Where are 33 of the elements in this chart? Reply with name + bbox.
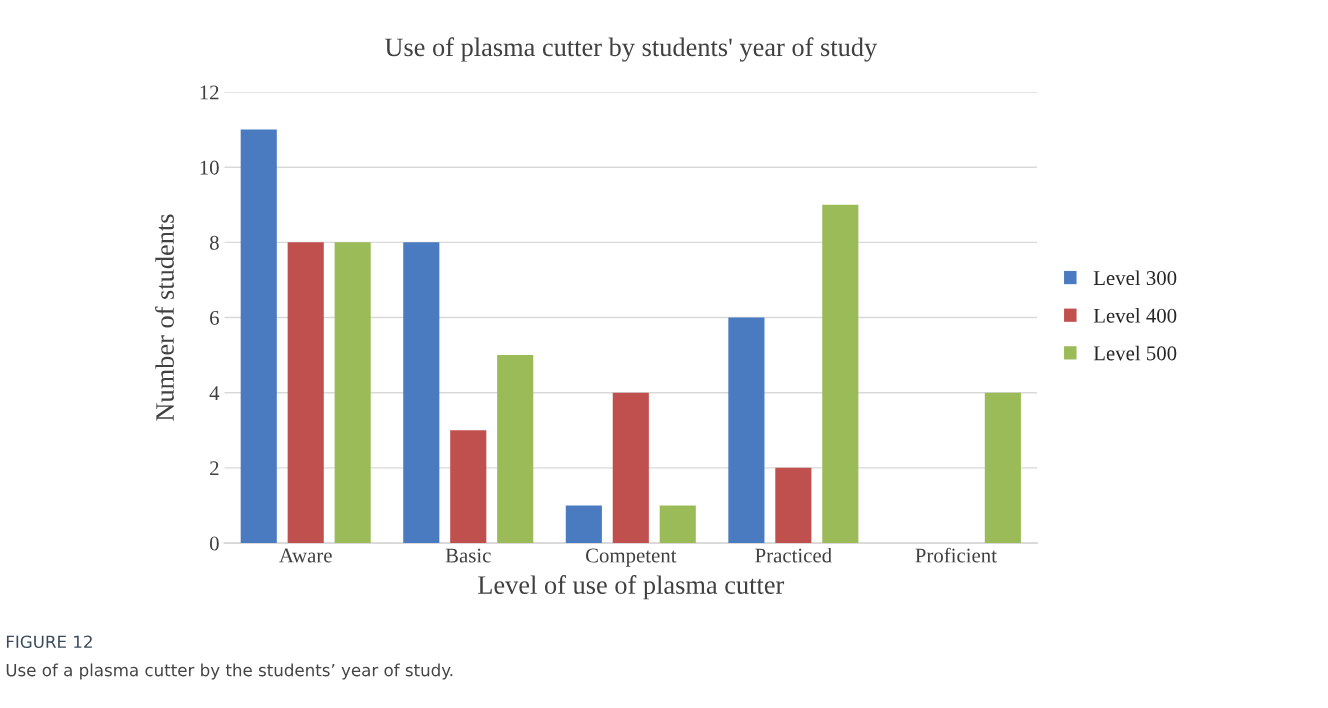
x-tick-label: Proficient [915, 547, 997, 563]
bar [775, 467, 812, 544]
y-tick-label: 0 [209, 536, 219, 551]
bar [450, 430, 487, 544]
bar [287, 242, 324, 544]
x-tick-label: Practiced [755, 547, 832, 563]
x-tick-label: Competent [585, 548, 677, 567]
bar [240, 129, 277, 544]
caption: FIGURE 12 [6, 635, 92, 649]
legend-label: Level 300 [1093, 270, 1177, 286]
x-tick-label: Basic [445, 548, 491, 563]
y-tick-label: 8 [209, 235, 219, 250]
bar [728, 317, 765, 544]
y-tick-label: 2 [210, 461, 219, 476]
y-tick-label: 12 [200, 85, 219, 100]
y-tick-label: 6 [210, 310, 219, 325]
bar [403, 242, 440, 544]
x-axis-title: Level of use of plasma cutter [478, 575, 785, 600]
bar [984, 392, 1021, 544]
bar [659, 505, 696, 544]
bar [565, 505, 602, 544]
bar [497, 355, 534, 544]
y-tick-label: 10 [200, 160, 219, 175]
y-axis-title: Number of students [155, 214, 174, 421]
legend-label: Level 400 [1093, 308, 1177, 323]
bar [334, 242, 371, 544]
bar [822, 204, 859, 544]
chart-title: Use of plasma cutter by students' year of study [384, 37, 878, 62]
y-tick-label: 4 [209, 386, 220, 400]
legend-label: Level 500 [1093, 345, 1177, 361]
bar [612, 392, 649, 544]
text: Use of a plasma cutter by the students’ year of study. [6, 663, 453, 680]
x-tick-label: Aware [279, 548, 332, 563]
